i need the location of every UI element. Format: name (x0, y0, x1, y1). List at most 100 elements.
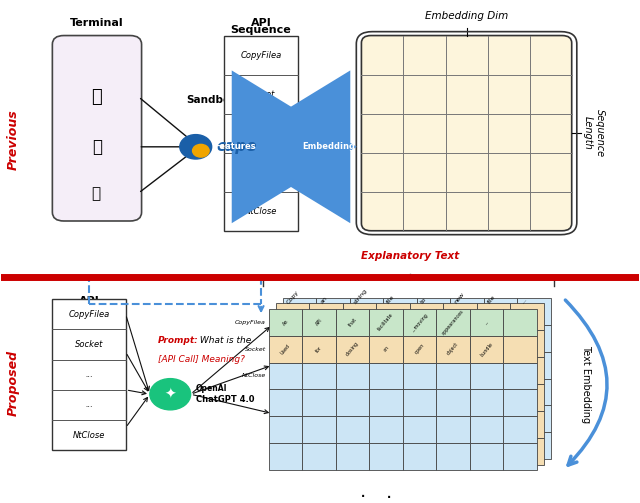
Bar (376, 330, 410, 357)
Text: bundle: bundle (479, 341, 494, 357)
Bar (225, 36, 298, 231)
Bar (517, 298, 550, 325)
Bar (403, 363, 436, 389)
Bar (350, 352, 383, 379)
Text: cape: cape (216, 139, 257, 154)
Bar (276, 357, 310, 384)
Bar (343, 357, 376, 384)
Text: facilitate: facilitate (378, 312, 395, 332)
Bar (417, 405, 451, 432)
Bar (403, 336, 436, 363)
Bar (417, 325, 451, 352)
Bar (350, 298, 383, 325)
Bar (376, 384, 410, 411)
Bar (310, 411, 343, 438)
Bar (310, 384, 343, 411)
Bar (383, 325, 417, 352)
Bar (451, 405, 484, 432)
Text: API: API (315, 318, 324, 327)
Bar (477, 438, 510, 464)
Bar (276, 330, 310, 357)
Text: ...: ... (257, 129, 265, 138)
Text: NtClose: NtClose (73, 431, 105, 440)
Text: ChatGPT 4.0: ChatGPT 4.0 (196, 395, 254, 403)
Bar (410, 438, 444, 464)
Bar (484, 352, 517, 379)
Text: an: an (382, 345, 390, 353)
Bar (484, 405, 517, 432)
Bar (503, 363, 537, 389)
Bar (470, 416, 503, 443)
Bar (343, 330, 376, 357)
Text: 🖥️: 🖥️ (92, 186, 102, 201)
Bar (310, 438, 343, 464)
Text: for: for (315, 345, 323, 353)
Text: What is the: What is the (197, 336, 252, 345)
FancyBboxPatch shape (52, 36, 141, 221)
Bar (317, 352, 350, 379)
Bar (510, 303, 543, 330)
Text: Socket: Socket (247, 90, 275, 99)
Bar (470, 389, 503, 416)
Bar (451, 432, 484, 459)
Bar (436, 443, 470, 470)
Bar (303, 363, 336, 389)
Bar (283, 379, 317, 405)
Text: ...: ... (85, 400, 93, 409)
Bar (283, 432, 317, 459)
Text: open: open (413, 343, 426, 356)
Bar (444, 357, 477, 384)
Bar (410, 411, 444, 438)
Text: Sequence
Length: Sequence Length (583, 109, 605, 157)
Bar (269, 336, 303, 363)
Bar (376, 303, 410, 330)
Bar (477, 384, 510, 411)
Bar (369, 309, 403, 336)
Bar (383, 352, 417, 379)
Bar (283, 325, 317, 352)
Text: Features: Features (214, 142, 256, 151)
Bar (484, 432, 517, 459)
Bar (503, 416, 537, 443)
Text: Copy: Copy (285, 289, 300, 305)
Text: 📱: 📱 (92, 138, 102, 156)
Bar (376, 438, 410, 464)
Bar (369, 389, 403, 416)
Bar (503, 336, 537, 363)
Bar (336, 389, 369, 416)
Bar (283, 405, 317, 432)
Bar (484, 298, 517, 325)
Bar (350, 325, 383, 352)
Text: ✦: ✦ (164, 387, 176, 401)
Bar (403, 309, 436, 336)
Bar (383, 379, 417, 405)
Bar (350, 379, 383, 405)
Text: [API Call] Meaning?: [API Call] Meaning? (157, 355, 244, 364)
Bar (436, 336, 470, 363)
Text: that: that (348, 317, 358, 328)
Bar (484, 379, 517, 405)
Bar (276, 438, 310, 464)
Bar (350, 405, 383, 432)
Bar (276, 411, 310, 438)
Bar (376, 411, 410, 438)
Text: appearances: appearances (441, 308, 465, 336)
Bar (369, 416, 403, 443)
Bar (403, 416, 436, 443)
Bar (451, 325, 484, 352)
Bar (343, 303, 376, 330)
Text: Prompt:: Prompt: (157, 336, 198, 345)
Bar (310, 303, 343, 330)
Text: Text Embedding: Text Embedding (580, 345, 591, 423)
Bar (317, 432, 350, 459)
Bar (276, 303, 310, 330)
Bar (52, 299, 125, 450)
Bar (269, 443, 303, 470)
Bar (317, 379, 350, 405)
Bar (451, 352, 484, 379)
Bar (517, 432, 550, 459)
Text: Sequence: Sequence (230, 25, 291, 35)
Bar (317, 405, 350, 432)
Bar (477, 411, 510, 438)
Bar (417, 298, 451, 325)
